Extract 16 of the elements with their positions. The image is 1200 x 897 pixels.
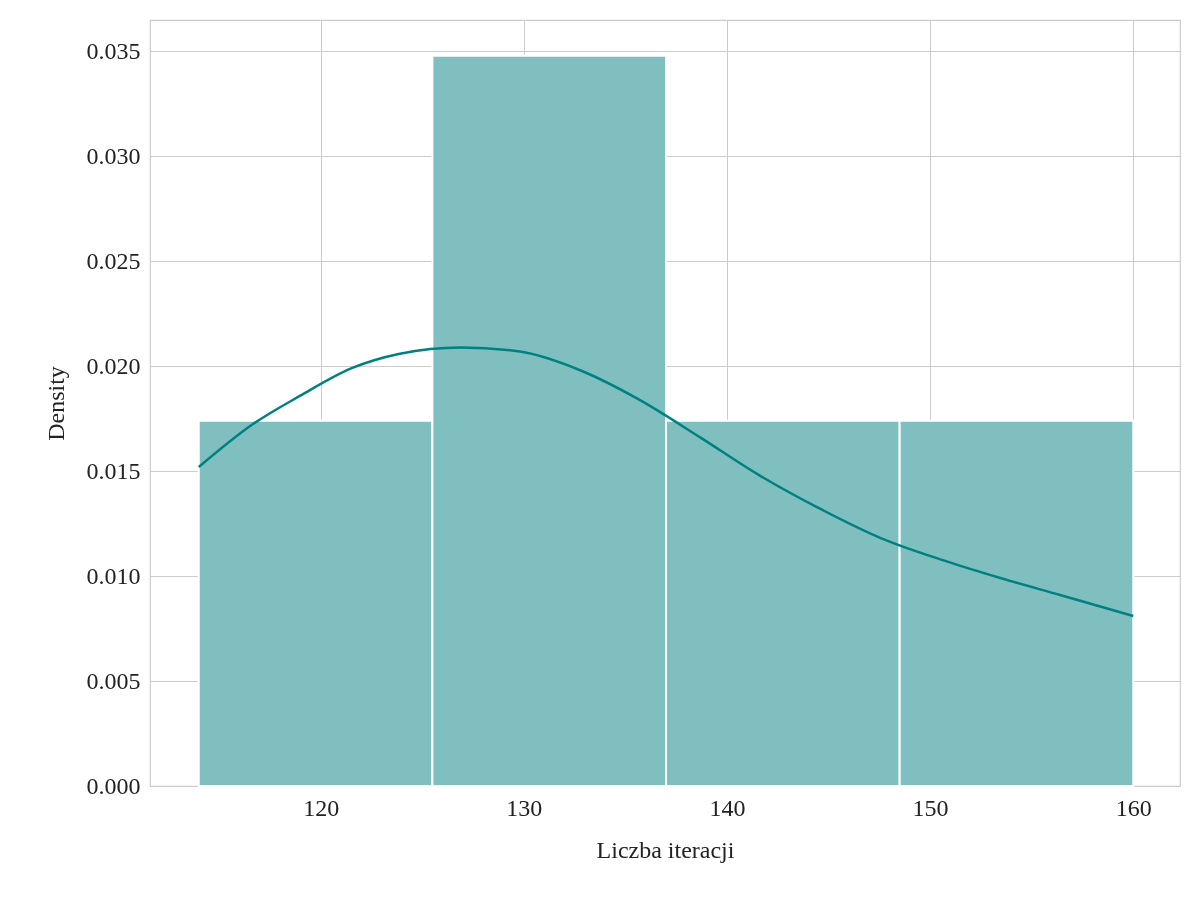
x-axis-title: Liczba iteracji bbox=[596, 836, 735, 863]
y-tick-label: 0.010 bbox=[86, 562, 141, 589]
y-tick-label: 0.035 bbox=[86, 37, 141, 64]
y-tick-label: 0.025 bbox=[86, 247, 141, 274]
x-tick-label: 130 bbox=[506, 794, 543, 821]
y-axis-title: Density bbox=[42, 366, 69, 441]
y-tick-label: 0.015 bbox=[86, 457, 141, 484]
x-tick-label: 150 bbox=[912, 794, 949, 821]
y-tick-label: 0.005 bbox=[86, 667, 141, 694]
x-tick-label: 140 bbox=[709, 794, 746, 821]
y-tick-label: 0.020 bbox=[86, 352, 141, 379]
y-tick-label: 0.030 bbox=[86, 142, 141, 169]
x-tick-label: 120 bbox=[303, 794, 340, 821]
y-tick-label: 0.000 bbox=[86, 772, 141, 799]
x-tick-label: 160 bbox=[1115, 794, 1152, 821]
line-series bbox=[197, 346, 1135, 618]
